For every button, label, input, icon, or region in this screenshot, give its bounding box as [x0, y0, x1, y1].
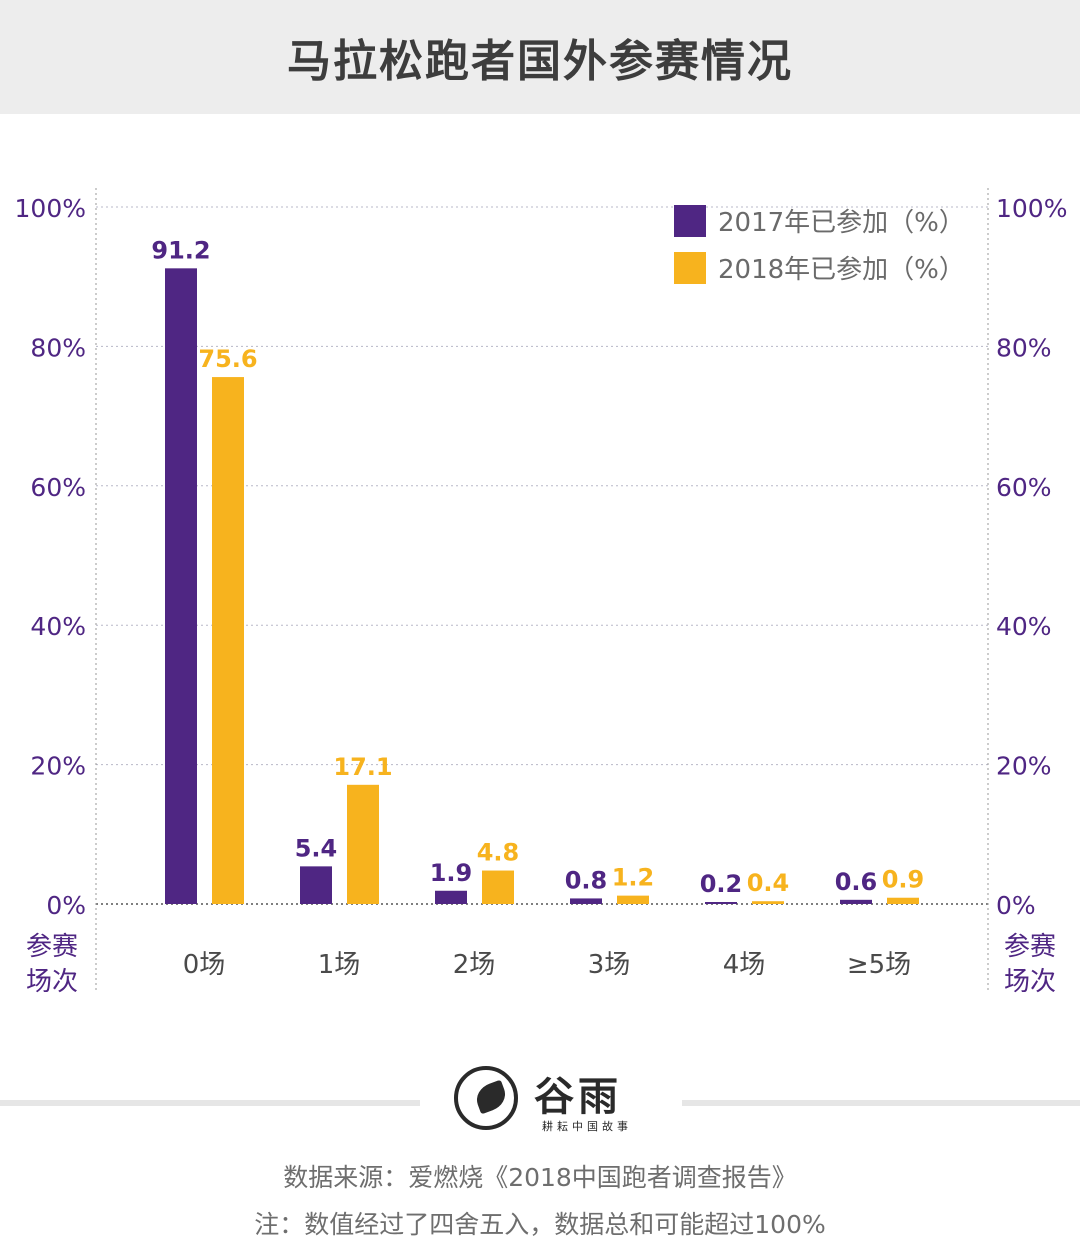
bar-2018 — [482, 870, 514, 904]
data-label-2018: 0.4 — [747, 869, 790, 897]
y-tick-label-right: 0% — [996, 891, 1036, 920]
gu-yu-logo: 谷雨 耕耘中国故事 — [446, 1060, 646, 1140]
data-label-2017: 0.6 — [835, 868, 878, 896]
x-axis-title-left-line2: 场次 — [26, 967, 78, 997]
x-category-label: 3场 — [588, 950, 631, 980]
bar-2017 — [705, 902, 737, 904]
bar-2018 — [617, 895, 649, 904]
bar-2017 — [840, 899, 872, 904]
legend-label-2018: 2018年已参加（%） — [718, 255, 965, 285]
y-tick-label-left: 80% — [30, 333, 86, 362]
bar-2018 — [347, 784, 379, 904]
x-category-label: 1场 — [318, 950, 361, 980]
y-tick-label-right: 20% — [996, 752, 1052, 781]
bar-2017 — [165, 268, 197, 904]
bar-2017 — [570, 898, 602, 904]
data-label-2017: 0.2 — [700, 870, 743, 898]
y-tick-label-left: 0% — [46, 891, 86, 920]
data-label-2017: 5.4 — [295, 834, 338, 862]
legend-swatch-2017 — [674, 205, 706, 237]
legend-swatch-2018 — [674, 252, 706, 284]
y-tick-label-right: 100% — [996, 194, 1067, 223]
x-axis-title-right-line1: 参赛 — [1004, 932, 1056, 962]
data-label-2018: 75.6 — [198, 345, 257, 373]
bar-chart: 0% 0% 20% 20% 40% 40% 60% 60% 80% 80% 100% 100% 91.2… — [15, 188, 1067, 997]
bar-2018 — [887, 897, 919, 904]
bar-2017 — [300, 866, 332, 904]
data-label-2018: 4.8 — [477, 839, 520, 867]
logo-subtitle: 耕耘中国故事 — [542, 1120, 632, 1133]
x-axis-title-left-line1: 参赛 — [26, 932, 78, 962]
data-label-2017: 91.2 — [151, 236, 210, 264]
x-category-label: ≥5场 — [847, 950, 911, 980]
data-label-2018: 0.9 — [882, 866, 925, 894]
data-label-2017: 0.8 — [565, 866, 608, 894]
logo-name: 谷雨 — [534, 1073, 622, 1120]
bar-2018 — [212, 377, 244, 904]
x-category-label: 4场 — [723, 950, 766, 980]
y-tick-label-left: 60% — [30, 473, 86, 502]
data-source: 数据来源：爱燃烧《2018中国跑者调查报告》 — [283, 1163, 797, 1192]
x-category-label: 2场 — [453, 950, 496, 980]
footer-divider-left — [0, 1100, 420, 1106]
y-tick-label-right: 40% — [996, 612, 1052, 641]
x-category-label: 0场 — [183, 950, 226, 980]
data-label-2018: 17.1 — [333, 753, 392, 781]
rounding-note: 注：数值经过了四舍五入，数据总和可能超过100% — [254, 1210, 826, 1239]
y-tick-label-right: 80% — [996, 333, 1052, 362]
data-label-2017: 1.9 — [430, 859, 473, 887]
bird-logo-icon — [454, 1066, 518, 1130]
y-tick-label-left: 40% — [30, 612, 86, 641]
data-label-2018: 1.2 — [612, 864, 655, 892]
chart-title: 马拉松跑者国外参赛情况 — [287, 36, 793, 87]
bar-2018 — [752, 901, 784, 904]
x-axis-title-right-line2: 场次 — [1004, 967, 1056, 997]
y-tick-label-right: 60% — [996, 473, 1052, 502]
bar-2017 — [435, 890, 467, 904]
title-bar: 马拉松跑者国外参赛情况 — [0, 0, 1080, 114]
y-tick-label-left: 100% — [15, 194, 86, 223]
footer-divider-right — [682, 1100, 1080, 1106]
legend-label-2017: 2017年已参加（%） — [718, 208, 965, 238]
y-tick-label-left: 20% — [30, 752, 86, 781]
